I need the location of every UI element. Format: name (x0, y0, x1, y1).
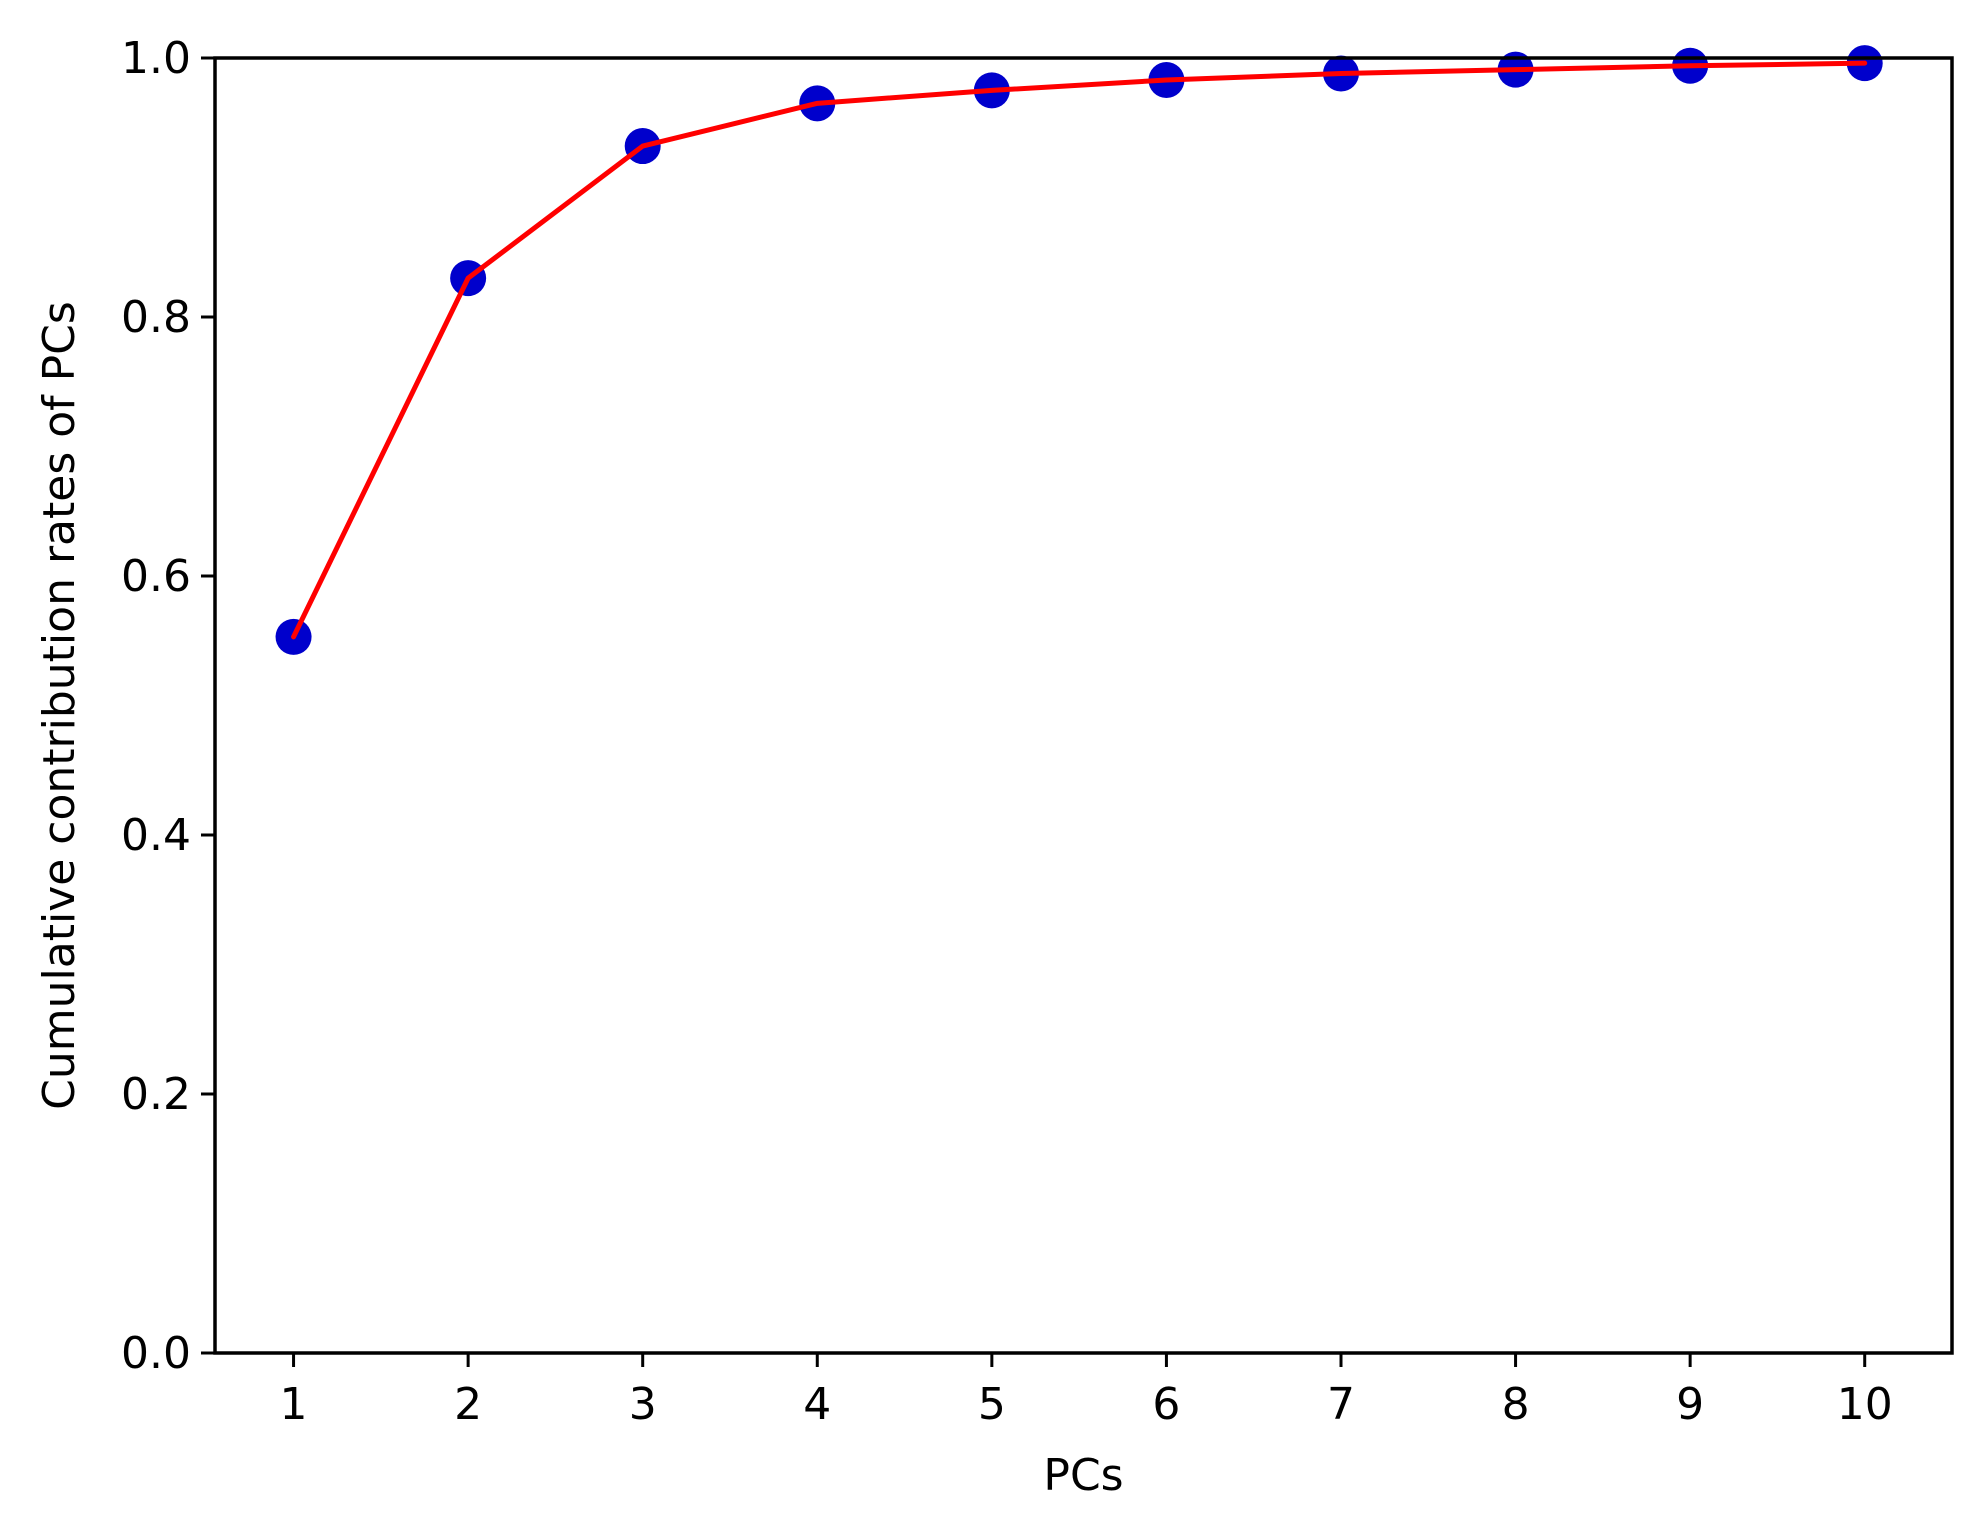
y-tick-label: 0.6 (121, 551, 191, 602)
axes-layer (201, 56, 1952, 1367)
x-tick-label: 2 (454, 1379, 482, 1430)
x-tick-label: 3 (629, 1379, 657, 1430)
y-axis-title: Cumulative contribution rates of PCs (34, 301, 85, 1110)
x-tick-label: 8 (1502, 1379, 1530, 1430)
plot-frame-layer (213, 56, 1954, 1355)
x-tick-label: 1 (280, 1379, 308, 1430)
x-tick-label: 6 (1152, 1379, 1180, 1430)
x-tick-label: 9 (1676, 1379, 1704, 1430)
plot-area (215, 58, 1952, 1353)
x-tick-label: 7 (1327, 1379, 1355, 1430)
y-tick-label: 1.0 (121, 33, 191, 84)
y-tick-label: 0.8 (121, 292, 191, 343)
y-tick-label: 0.2 (121, 1069, 191, 1120)
x-tick-label: 4 (803, 1379, 831, 1430)
y-tick-label: 0.0 (121, 1328, 191, 1379)
series-line (291, 60, 1868, 640)
series-line-layer (291, 60, 1868, 640)
x-axis-title: PCs (1043, 1450, 1123, 1501)
plot-frame (213, 56, 1954, 1355)
y-tick-label: 0.4 (121, 810, 191, 861)
tick-labels-layer: 0.0 0.2 0.4 0.6 0.8 1.0 1 2 3 4 5 6 7 8 9 10 (121, 33, 1893, 1430)
x-tick-label: 10 (1837, 1379, 1893, 1430)
x-tick-label: 5 (978, 1379, 1006, 1430)
